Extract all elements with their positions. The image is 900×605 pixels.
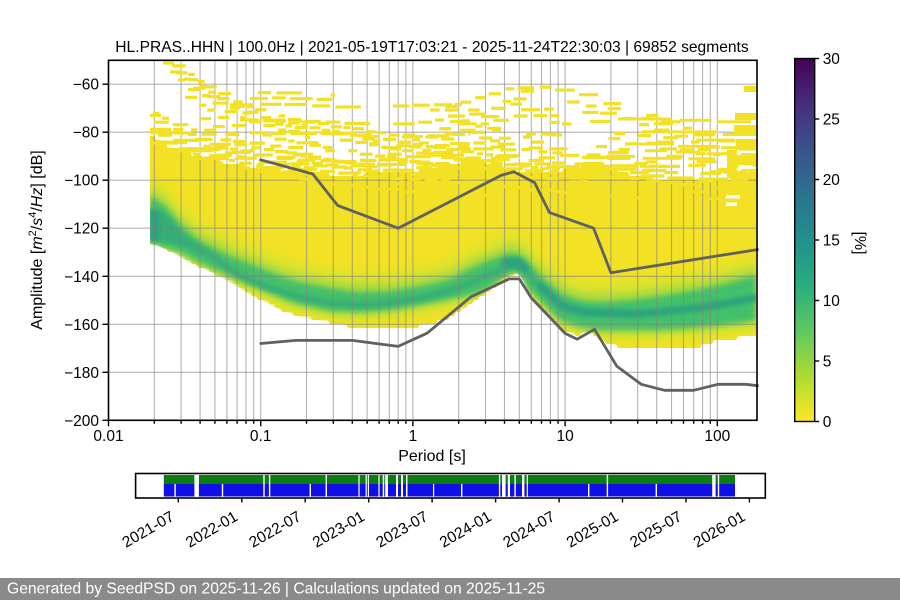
svg-text:−140: −140 <box>64 269 99 286</box>
svg-text:25: 25 <box>823 112 840 129</box>
svg-text:100: 100 <box>704 428 730 445</box>
svg-text:−120: −120 <box>64 221 99 238</box>
svg-text:−80: −80 <box>73 125 100 142</box>
svg-text:−180: −180 <box>64 365 99 382</box>
svg-text:[%]: [%] <box>851 231 868 254</box>
svg-text:HL.PRAS..HHN | 100.0Hz | 2021-: HL.PRAS..HHN | 100.0Hz | 2021-05-19T17:0… <box>115 39 749 56</box>
svg-text:−100: −100 <box>64 173 99 190</box>
svg-text:Generated by SeedPSD on 2025-1: Generated by SeedPSD on 2025-11-26 | Cal… <box>7 581 545 598</box>
svg-text:0.01: 0.01 <box>93 428 123 445</box>
svg-text:5: 5 <box>823 354 832 371</box>
svg-text:Amplitude [m2/s4/Hz] [dB]: Amplitude [m2/s4/Hz] [dB] <box>27 150 46 329</box>
svg-text:15: 15 <box>823 233 840 250</box>
svg-text:−60: −60 <box>73 77 100 94</box>
svg-text:1: 1 <box>409 428 418 445</box>
svg-text:−200: −200 <box>64 413 99 430</box>
svg-text:10: 10 <box>823 293 841 310</box>
svg-text:30: 30 <box>823 51 841 68</box>
svg-text:Period [s]: Period [s] <box>398 448 466 465</box>
svg-text:−160: −160 <box>64 317 99 334</box>
svg-text:20: 20 <box>823 172 841 189</box>
svg-text:0.1: 0.1 <box>250 428 272 445</box>
svg-text:0: 0 <box>823 414 832 431</box>
svg-text:10: 10 <box>556 428 574 445</box>
